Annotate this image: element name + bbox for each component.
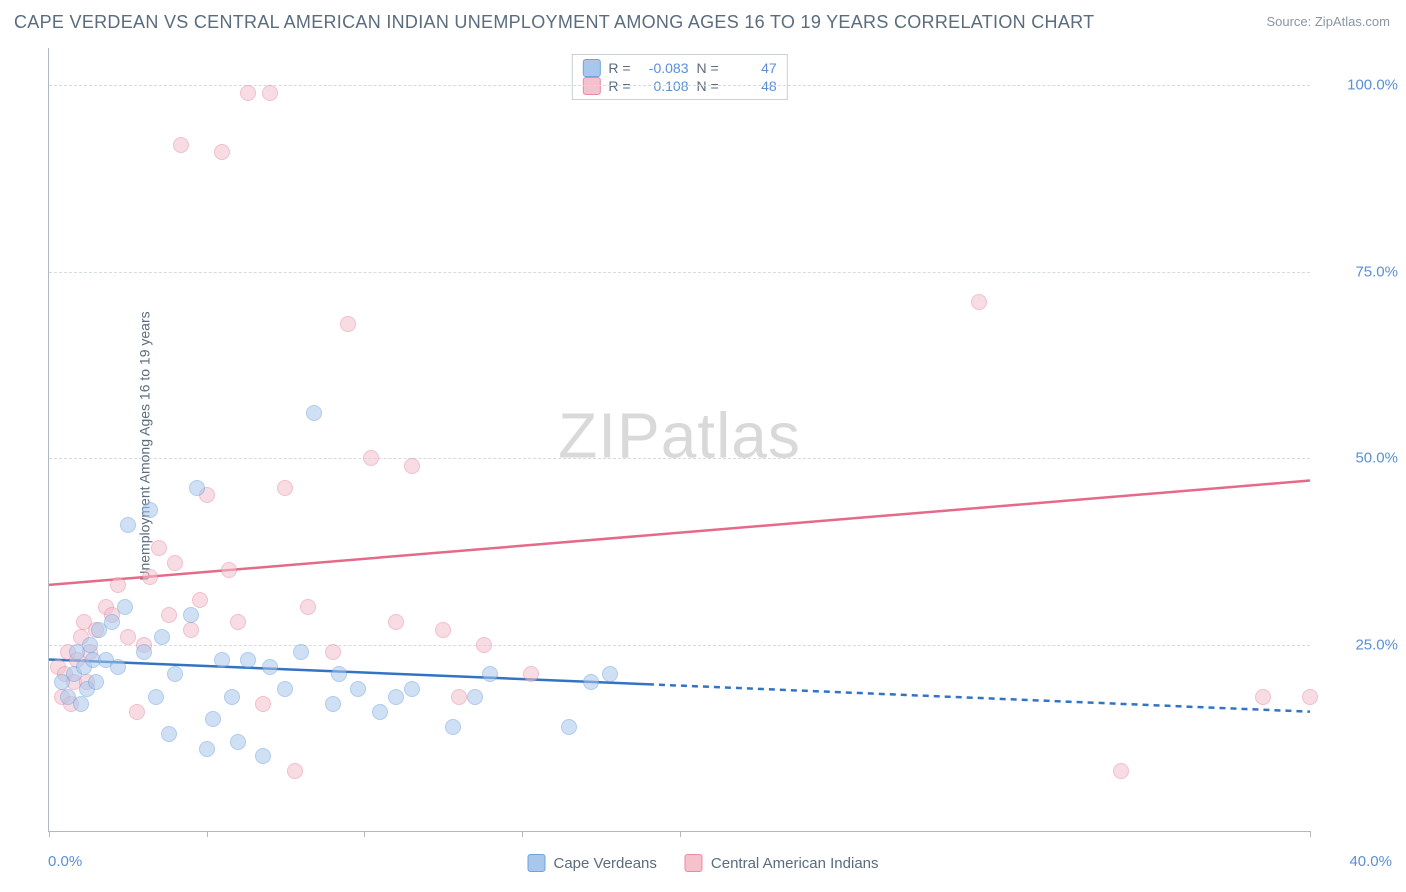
data-point xyxy=(230,614,246,630)
data-point xyxy=(167,555,183,571)
grid-line xyxy=(49,85,1310,86)
data-point xyxy=(161,726,177,742)
y-tick-label: 75.0% xyxy=(1318,263,1398,280)
data-point xyxy=(602,666,618,682)
legend-label-pink: Central American Indians xyxy=(711,855,879,872)
source-link[interactable]: ZipAtlas.com xyxy=(1315,14,1390,29)
data-point xyxy=(340,316,356,332)
data-point xyxy=(214,144,230,160)
legend-item-pink: Central American Indians xyxy=(685,854,879,872)
data-point xyxy=(255,748,271,764)
y-tick-label: 100.0% xyxy=(1318,77,1398,94)
data-point xyxy=(293,644,309,660)
data-point xyxy=(476,637,492,653)
x-tick-mark xyxy=(207,831,208,837)
data-point xyxy=(255,696,271,712)
data-point xyxy=(148,689,164,705)
data-point xyxy=(88,674,104,690)
data-point xyxy=(120,629,136,645)
legend-label-blue: Cape Verdeans xyxy=(553,855,656,872)
data-point xyxy=(183,622,199,638)
chart-title: CAPE VERDEAN VS CENTRAL AMERICAN INDIAN … xyxy=(14,12,1094,33)
data-point xyxy=(388,614,404,630)
grid-line xyxy=(49,272,1310,273)
x-tick-mark xyxy=(364,831,365,837)
data-point xyxy=(1113,763,1129,779)
data-point xyxy=(583,674,599,690)
data-point xyxy=(110,577,126,593)
data-point xyxy=(363,450,379,466)
source-attribution: Source: ZipAtlas.com xyxy=(1266,14,1390,29)
data-point xyxy=(142,569,158,585)
data-point xyxy=(435,622,451,638)
x-tick-mark xyxy=(49,831,50,837)
series-legend: Cape Verdeans Central American Indians xyxy=(527,854,878,872)
data-point xyxy=(240,652,256,668)
data-point xyxy=(240,85,256,101)
data-point xyxy=(331,666,347,682)
trend-lines xyxy=(49,48,1310,831)
data-point xyxy=(224,689,240,705)
data-point xyxy=(971,294,987,310)
data-point xyxy=(445,719,461,735)
legend-swatch-pink xyxy=(685,854,703,872)
x-axis-max: 40.0% xyxy=(1349,853,1392,870)
data-point xyxy=(262,659,278,675)
data-point xyxy=(404,681,420,697)
data-point xyxy=(82,637,98,653)
legend-item-blue: Cape Verdeans xyxy=(527,854,656,872)
data-point xyxy=(183,607,199,623)
data-point xyxy=(523,666,539,682)
y-tick-label: 50.0% xyxy=(1318,450,1398,467)
data-point xyxy=(277,681,293,697)
data-point xyxy=(167,666,183,682)
chart-area: ZIPatlas R = -0.083 N = 47 R = 0.108 N =… xyxy=(48,48,1310,832)
data-point xyxy=(221,562,237,578)
data-point xyxy=(1255,689,1271,705)
data-point xyxy=(120,517,136,533)
x-axis-min: 0.0% xyxy=(48,853,82,870)
data-point xyxy=(189,480,205,496)
data-point xyxy=(306,405,322,421)
data-point xyxy=(136,644,152,660)
x-tick-mark xyxy=(522,831,523,837)
data-point xyxy=(325,696,341,712)
data-point xyxy=(287,763,303,779)
data-point xyxy=(451,689,467,705)
data-point xyxy=(73,696,89,712)
data-point xyxy=(372,704,388,720)
data-point xyxy=(350,681,366,697)
source-prefix: Source: xyxy=(1266,14,1314,29)
data-point xyxy=(192,592,208,608)
data-point xyxy=(388,689,404,705)
x-tick-mark xyxy=(1310,831,1311,837)
data-point xyxy=(262,85,278,101)
data-point xyxy=(205,711,221,727)
data-point xyxy=(300,599,316,615)
data-point xyxy=(173,137,189,153)
data-point xyxy=(151,540,167,556)
data-point xyxy=(561,719,577,735)
data-point xyxy=(482,666,498,682)
grid-line xyxy=(49,645,1310,646)
data-point xyxy=(104,614,120,630)
y-tick-label: 25.0% xyxy=(1318,636,1398,653)
data-point xyxy=(230,734,246,750)
data-point xyxy=(154,629,170,645)
data-point xyxy=(1302,689,1318,705)
data-point xyxy=(325,644,341,660)
x-tick-mark xyxy=(680,831,681,837)
grid-line xyxy=(49,458,1310,459)
data-point xyxy=(110,659,126,675)
data-point xyxy=(142,502,158,518)
data-point xyxy=(161,607,177,623)
data-point xyxy=(199,741,215,757)
data-point xyxy=(129,704,145,720)
data-point xyxy=(214,652,230,668)
data-point xyxy=(277,480,293,496)
data-point xyxy=(467,689,483,705)
legend-swatch-blue xyxy=(527,854,545,872)
data-point xyxy=(404,458,420,474)
data-point xyxy=(117,599,133,615)
